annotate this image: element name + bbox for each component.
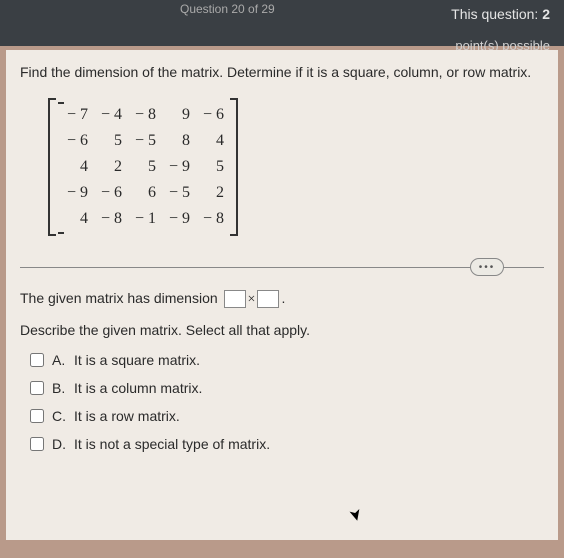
matrix-cell: − 8 <box>126 102 160 128</box>
option-text: It is not a special type of matrix. <box>74 436 270 452</box>
question-header: Question 20 of 29 This question: 2 point… <box>0 0 564 46</box>
option-row: C.It is a row matrix. <box>30 408 544 424</box>
option-checkbox-d[interactable] <box>30 437 44 451</box>
divider <box>20 267 544 268</box>
fill-mid: × <box>248 292 256 307</box>
points-value: 2 <box>542 6 550 22</box>
divider-wrap: ••• <box>20 267 544 268</box>
describe-prompt: Describe the given matrix. Select all th… <box>20 322 544 338</box>
option-checkbox-a[interactable] <box>30 353 44 367</box>
matrix-cell: − 1 <box>126 206 160 232</box>
option-text: It is a column matrix. <box>74 380 202 396</box>
matrix-cell: − 4 <box>92 102 126 128</box>
matrix-cell: − 6 <box>92 180 126 206</box>
matrix-cell: 4 <box>58 154 92 180</box>
matrix-cell: − 9 <box>58 180 92 206</box>
mouse-cursor-icon: ➤ <box>344 506 367 524</box>
matrix-cell: − 8 <box>92 206 126 232</box>
matrix-cell: − 7 <box>58 102 92 128</box>
matrix-cell: 5 <box>126 154 160 180</box>
matrix-cell: − 5 <box>160 180 194 206</box>
matrix-cell: 4 <box>58 206 92 232</box>
option-letter: D. <box>52 436 74 452</box>
option-row: D.It is not a special type of matrix. <box>30 436 544 452</box>
matrix-cell: 2 <box>194 180 228 206</box>
option-letter: C. <box>52 408 74 424</box>
question-prompt: Find the dimension of the matrix. Determ… <box>20 64 544 80</box>
matrix-display: − 7− 4− 89− 6− 65− 584425− 95− 9− 66− 52… <box>48 98 238 236</box>
dim-rows-input[interactable] <box>224 290 246 308</box>
option-letter: A. <box>52 352 74 368</box>
matrix-cell: 5 <box>194 154 228 180</box>
matrix-cell: 4 <box>194 128 228 154</box>
option-text: It is a row matrix. <box>74 408 180 424</box>
matrix-cell: 2 <box>92 154 126 180</box>
options-group: A.It is a square matrix.B.It is a column… <box>30 352 544 452</box>
option-letter: B. <box>52 380 74 396</box>
matrix-cell: 5 <box>92 128 126 154</box>
matrix-cell: 6 <box>126 180 160 206</box>
matrix-cell: 9 <box>160 102 194 128</box>
matrix-cell: − 9 <box>160 154 194 180</box>
dimension-fill: The given matrix has dimension ×. <box>20 290 544 308</box>
matrix-cell: − 9 <box>160 206 194 232</box>
option-checkbox-b[interactable] <box>30 381 44 395</box>
matrix-cell: − 8 <box>194 206 228 232</box>
option-text: It is a square matrix. <box>74 352 200 368</box>
option-checkbox-c[interactable] <box>30 409 44 423</box>
matrix-table: − 7− 4− 89− 6− 65− 584425− 95− 9− 66− 52… <box>58 102 228 232</box>
fill-pre: The given matrix has dimension <box>20 290 222 306</box>
points-label: This question: <box>451 6 538 22</box>
more-pill[interactable]: ••• <box>470 258 504 276</box>
matrix-cell: − 5 <box>126 128 160 154</box>
fill-post: . <box>281 290 285 306</box>
question-number: Question 20 of 29 <box>180 2 275 16</box>
option-row: B.It is a column matrix. <box>30 380 544 396</box>
points-line: This question: 2 <box>436 0 550 38</box>
matrix-cell: 8 <box>160 128 194 154</box>
matrix-cell: − 6 <box>194 102 228 128</box>
option-row: A.It is a square matrix. <box>30 352 544 368</box>
matrix-cell: − 6 <box>58 128 92 154</box>
question-content: Find the dimension of the matrix. Determ… <box>6 50 558 540</box>
dim-cols-input[interactable] <box>257 290 279 308</box>
